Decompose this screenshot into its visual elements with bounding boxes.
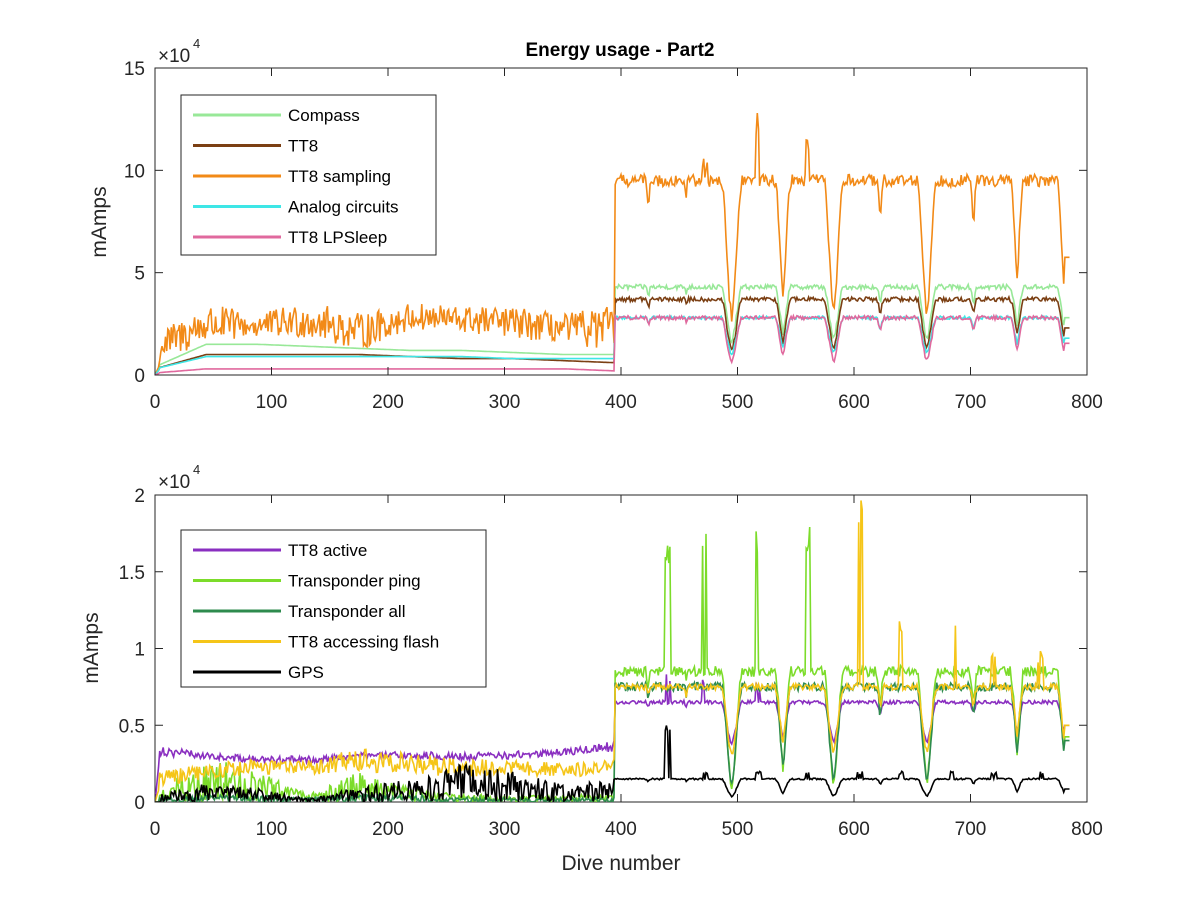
- x-tick-label: 400: [605, 819, 637, 840]
- legend-label: TT8 sampling: [288, 167, 391, 186]
- y-tick-label: 2: [134, 486, 145, 507]
- energy-usage-top-panel: Energy usage - Part2 ×10 4 mAmps 0 100 200…: [88, 36, 1103, 413]
- x-tick-label: 800: [1071, 392, 1103, 413]
- series-line-tt8: [155, 294, 1070, 375]
- scale-factor-exponent: 4: [193, 462, 200, 477]
- series-lines: [155, 500, 1070, 802]
- x-tick-label: 800: [1071, 819, 1103, 840]
- legend-label: TT8 active: [288, 541, 367, 560]
- x-tick-label: 600: [838, 392, 870, 413]
- energy-usage-bottom-panel: ×10 4 mAmps Dive number 0 100 200 300 400 500…: [80, 462, 1103, 875]
- series-line-compass: [155, 282, 1070, 375]
- legend-label: Transponder ping: [288, 572, 421, 591]
- x-tick-label: 400: [605, 392, 637, 413]
- scale-factor-label: ×10 4: [158, 36, 200, 67]
- x-tick-label: 500: [722, 392, 754, 413]
- x-tick-label: 600: [838, 819, 870, 840]
- x-tick-label: 100: [256, 392, 288, 413]
- legend-label: TT8: [288, 137, 318, 156]
- legend-label: GPS: [288, 663, 324, 682]
- x-tick-label: 0: [150, 392, 161, 413]
- y-tick-label: 10: [124, 161, 145, 182]
- legend: Compass TT8 TT8 sampling Analog circuits TT8…: [180, 94, 437, 256]
- x-axis-label: Dive number: [561, 852, 680, 875]
- series-line-gps: [155, 725, 1070, 802]
- y-tick-label: 1: [134, 640, 145, 661]
- x-tick-label: 200: [372, 392, 404, 413]
- scale-factor-exponent: 4: [193, 36, 200, 51]
- y-tick-label: 0.5: [119, 716, 145, 737]
- series-line-tt8-active: [155, 674, 1070, 802]
- legend-label: Compass: [288, 106, 360, 125]
- y-tick-label: 0: [134, 793, 145, 814]
- y-tick-label: 15: [124, 59, 145, 80]
- scale-factor-label: ×10 4: [158, 462, 200, 493]
- x-tick-label: 300: [489, 819, 521, 840]
- legend-label: Analog circuits: [288, 198, 399, 217]
- y-tick-label: 1.5: [119, 563, 145, 584]
- x-tick-label: 500: [722, 819, 754, 840]
- scale-factor-base: ×10: [158, 472, 190, 493]
- y-tick-label: 5: [134, 264, 145, 285]
- x-tick-label: 200: [372, 819, 404, 840]
- legend: TT8 active Transponder ping Transponder al…: [180, 529, 487, 688]
- y-axis-label: mAmps: [80, 612, 103, 683]
- legend-label: TT8 LPSleep: [288, 228, 387, 247]
- legend-label: TT8 accessing flash: [288, 633, 439, 652]
- series-line-tt8-accessing-flash: [155, 500, 1070, 802]
- series-line-tt8-sampling: [155, 112, 1070, 375]
- y-axis-label: mAmps: [88, 186, 111, 257]
- chart-title: Energy usage - Part2: [525, 40, 714, 61]
- x-tick-label: 0: [150, 819, 161, 840]
- legend-label: Transponder all: [288, 602, 406, 621]
- series-line-tt8-lpsleep: [155, 313, 1070, 375]
- x-tick-label: 700: [955, 392, 987, 413]
- scale-factor-base: ×10: [158, 46, 190, 67]
- x-tick-label: 700: [955, 819, 987, 840]
- x-tick-label: 300: [489, 392, 521, 413]
- series-lines: [155, 112, 1070, 375]
- x-tick-label: 100: [256, 819, 288, 840]
- y-tick-label: 0: [134, 366, 145, 387]
